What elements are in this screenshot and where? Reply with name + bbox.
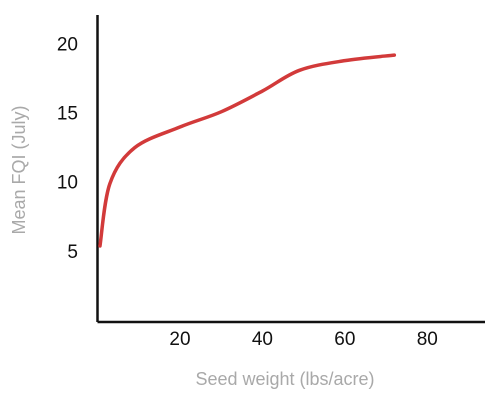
data-line bbox=[98, 53, 397, 248]
y-tick-label: 15 bbox=[57, 104, 78, 125]
y-axis-label: Mean FQI (July) bbox=[9, 105, 29, 234]
x-tick-label: 20 bbox=[169, 329, 190, 350]
x-axis-label: Seed weight (lbs/acre) bbox=[195, 369, 374, 389]
x-tick-label: 40 bbox=[252, 329, 273, 350]
y-tick-label: 5 bbox=[67, 242, 78, 263]
x-tick-label: 60 bbox=[334, 329, 355, 350]
y-tick-label: 20 bbox=[57, 34, 78, 55]
x-tick-label: 80 bbox=[417, 329, 438, 350]
y-tick-label: 10 bbox=[57, 173, 78, 194]
